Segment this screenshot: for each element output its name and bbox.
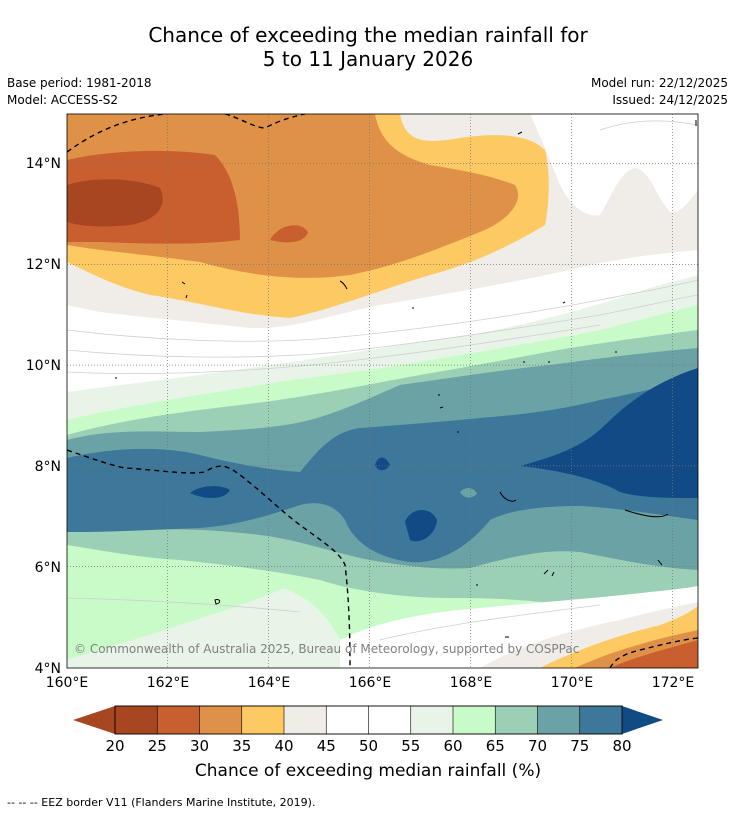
colorbar-cell: [368, 705, 412, 735]
contour-20-25: [67, 179, 163, 227]
colorbar-cell: [452, 705, 497, 735]
contour-45-55-ne: [530, 114, 698, 216]
colorbar-tick-label: 25: [148, 737, 167, 755]
map-title-line1: Chance of exceeding the median rainfall …: [148, 23, 588, 47]
colorbar-under-arrow: [73, 706, 115, 734]
colorbar-cell: [325, 705, 370, 735]
colorbar-tick-label: 60: [443, 737, 462, 755]
contour-over-80-blob1: [190, 486, 230, 498]
colorbar-cell: [537, 705, 581, 735]
colorbar-cell: [156, 705, 201, 735]
colorbar-tick-label: 50: [359, 737, 378, 755]
colorbar-over-arrow: [622, 706, 663, 734]
colorbar-tick-label: 40: [274, 737, 293, 755]
colorbar-tick-label: 55: [401, 737, 420, 755]
islands: [115, 120, 697, 638]
eez-footnote: -- -- -- EEZ border V11 (Flanders Marine…: [7, 796, 316, 809]
x-tick-label: 168°E: [450, 675, 493, 691]
x-tick-label: 172°E: [652, 675, 695, 691]
copyright-text: © Commonwealth of Australia 2025, Bureau…: [74, 642, 579, 656]
x-tick-label: 170°E: [551, 675, 594, 691]
x-tick-label: 166°E: [349, 675, 392, 691]
issued-date: Issued: 24/12/2025: [612, 93, 728, 107]
contour-over-80-blob3: [375, 457, 390, 471]
contour-75-80: [67, 380, 698, 563]
eez-border: [67, 114, 698, 668]
contour-70-75-patch: [460, 488, 477, 498]
colorbar-tick-label: 20: [105, 737, 124, 755]
colorbar-cell: [241, 705, 285, 735]
contour-lines: [67, 120, 698, 641]
x-tick-label: 164°E: [248, 675, 291, 691]
colorbar-cells: [114, 705, 623, 735]
colorbar: 20 25 30 35 40 45 50 55 60 65 70 75 80: [73, 705, 663, 755]
colorbar-cell: [114, 705, 159, 735]
contour-60-65-south: [67, 565, 290, 660]
base-period: Base period: 1981-2018: [7, 76, 152, 90]
y-tick-label: 12°N: [26, 257, 61, 273]
colorbar-tick-label: 80: [612, 737, 631, 755]
x-tick-label: 160°E: [46, 675, 89, 691]
colorbar-tick-label: 65: [486, 737, 505, 755]
y-tick-label: 14°N: [26, 156, 61, 172]
y-tick-label: 6°N: [35, 560, 61, 576]
model-run: Model run: 22/12/2025: [590, 76, 728, 90]
colorbar-title: Chance of exceeding median rainfall (%): [194, 761, 542, 781]
x-axis: 160°E 162°E 164°E 166°E 168°E 170°E 172°…: [46, 675, 695, 691]
rainfall-probability-field: © Commonwealth of Australia 2025, Bureau…: [67, 114, 698, 668]
y-tick-label: 8°N: [35, 459, 61, 475]
colorbar-frame: [114, 705, 623, 735]
colorbar-cell: [579, 705, 623, 735]
colorbar-tick-label: 45: [317, 737, 336, 755]
y-tick-label: 4°N: [35, 661, 61, 677]
contour-25-30-patch: [270, 225, 308, 243]
map-title-line2: 5 to 11 January 2026: [262, 47, 474, 71]
colorbar-ticks: 20 25 30 35 40 45 50 55 60 65 70 75 80: [105, 737, 631, 755]
colorbar-tick-label: 35: [232, 737, 251, 755]
map-frame: [66, 113, 699, 669]
colorbar-tick-label: 75: [570, 737, 589, 755]
contour-25-30-se: [610, 640, 698, 668]
colorbar-cell: [199, 705, 243, 735]
x-tick-label: 162°E: [147, 675, 190, 691]
y-tick-label: 10°N: [26, 358, 61, 374]
graticule: [67, 114, 698, 668]
contour-over-80-east: [520, 368, 698, 498]
colorbar-tick-label: 30: [190, 737, 209, 755]
colorbar-cell: [494, 705, 539, 735]
y-axis: 14°N 12°N 10°N 8°N 6°N 4°N: [26, 156, 61, 677]
model-name: Model: ACCESS-S2: [7, 93, 119, 107]
colorbar-cell: [410, 705, 454, 735]
colorbar-tick-label: 70: [528, 737, 547, 755]
colorbar-cell: [283, 705, 328, 735]
contour-over-80-blob2: [405, 510, 437, 542]
